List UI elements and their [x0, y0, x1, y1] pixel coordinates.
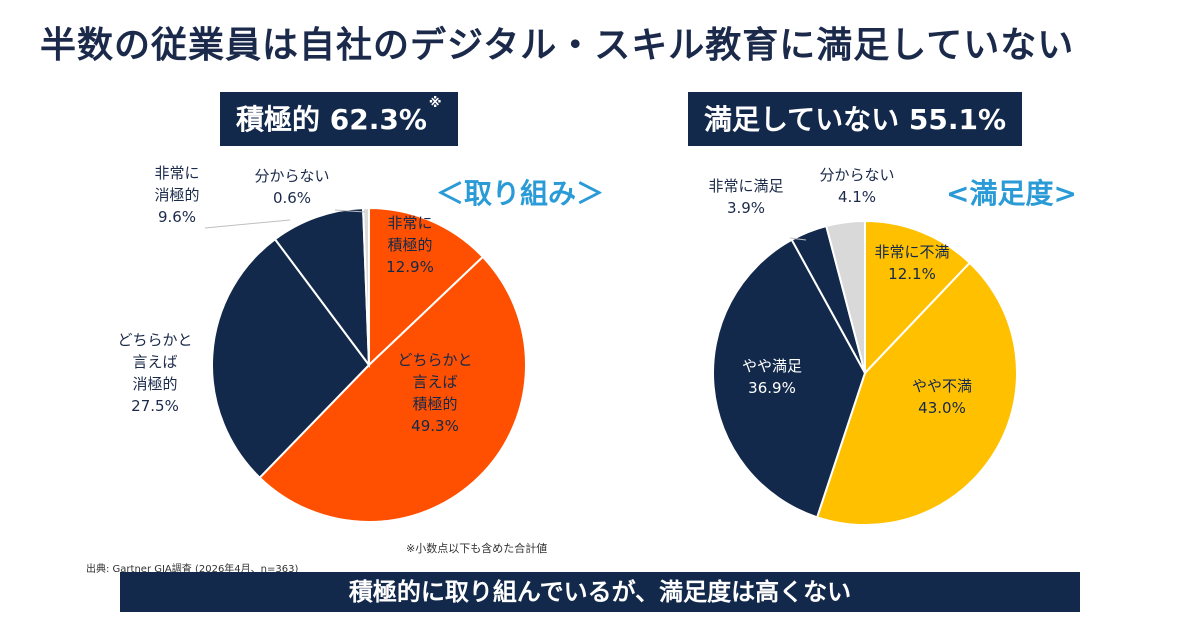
source-note: 出典: Gartner GIA調査 (2026年4月、n=363) [86, 564, 299, 575]
satisfaction-slice-category-4-0: 分からない [819, 166, 894, 184]
satisfaction-slice-value-0: 12.1% [888, 265, 936, 283]
satisfaction-slice-value-1: 43.0% [918, 399, 966, 417]
engagement-slice-label-2: どちらかと言えば消極的 27.5% [117, 331, 192, 415]
engagement-slice-value-1: 49.3% [411, 417, 459, 435]
engagement-slice-category-0-1: 積極的 [387, 236, 432, 254]
engagement-slice-category-4-0: 分からない [254, 167, 329, 185]
footnote-mark: ※ [428, 96, 442, 111]
engagement-slice-value-2: 27.5% [131, 397, 179, 415]
engagement-leader-line-3 [204, 219, 291, 229]
satisfaction-slice-category-2-0: やや満足 [742, 357, 802, 375]
satisfaction-slice-category-1-0: やや不満 [912, 377, 972, 395]
satisfaction-slice-1 [815, 261, 1018, 526]
engagement-slice-label-3: 非常に消極的 9.6% [154, 164, 199, 226]
engagement-slice-category-3-1: 消極的 [154, 186, 199, 204]
satisfaction-slice-label-1: やや不満 43.0% [912, 377, 972, 417]
satisfaction-slice-category-0-0: 非常に不満 [874, 243, 949, 261]
satisfaction-slice-value-3: 3.9% [727, 199, 765, 217]
engagement-slice-value-3: 9.6% [158, 208, 196, 226]
engagement-slice-label-4: 分からない 0.6% [254, 167, 329, 207]
engagement-slice-3 [273, 207, 371, 369]
engagement-slice-category-1-2: 積極的 [412, 395, 457, 413]
engagement-slice-category-3-0: 非常に [154, 164, 199, 182]
engagement-slice-category-1-0: どちらかと [397, 351, 472, 369]
satisfaction-slice-label-3: 非常に満足 3.9% [708, 177, 783, 217]
summary-banner: 積極的に取り組んでいるが、満足度は高くない [120, 572, 1080, 612]
engagement-slice-value-0: 12.9% [386, 258, 434, 276]
satisfaction-slice-value-2: 36.9% [748, 379, 796, 397]
satisfaction-slice-category-3-0: 非常に満足 [708, 177, 783, 195]
dissatisfied-total-badge: 満足していない 55.1% [688, 92, 1023, 146]
engagement-slice-2 [211, 237, 371, 480]
engagement-slice-label-1: どちらかと言えば積極的 49.3% [397, 351, 472, 435]
engagement-slice-category-0-0: 非常に [387, 214, 432, 232]
engagement-leader-line-4 [334, 209, 366, 213]
engagement-slice-category-2-0: どちらかと [117, 331, 192, 349]
engagement-slice-label-0: 非常に積極的 12.9% [386, 214, 434, 276]
satisfaction-slice-value-4: 4.1% [838, 188, 876, 206]
engagement-slice-category-2-1: 言えば [132, 353, 177, 371]
satisfaction-chart-title: <満足度> [946, 177, 1077, 210]
satisfaction-slice-label-0: 非常に不満 12.1% [874, 243, 949, 283]
engagement-chart-title: ＜取り組み＞ [436, 177, 605, 210]
satisfaction-slice-2 [712, 238, 867, 519]
satisfaction-slice-label-2: やや満足 36.9% [742, 357, 802, 397]
satisfaction-slice-0 [864, 219, 972, 376]
satisfaction-slice-4 [825, 219, 866, 374]
satisfaction-slice-label-4: 分からない 4.1% [819, 166, 894, 206]
engagement-slice-0 [368, 206, 485, 368]
engagement-slice-category-2-2: 消極的 [132, 375, 177, 393]
engagement-total-badge: 積極的 62.3% ※ [220, 92, 458, 146]
footnote: ※小数点以下も含めた合計値 [406, 542, 548, 555]
engagement-slice-4 [362, 206, 370, 366]
page-title: 半数の従業員は自社のデジタル・スキル教育に満足していない [40, 25, 1075, 66]
satisfaction-leader-line-3 [789, 237, 807, 241]
engagement-slice-1 [258, 255, 527, 523]
engagement-slice-category-1-1: 言えば [412, 373, 457, 391]
engagement-slice-value-4: 0.6% [273, 189, 311, 207]
engagement-total-text: 積極的 62.3% [236, 103, 427, 136]
